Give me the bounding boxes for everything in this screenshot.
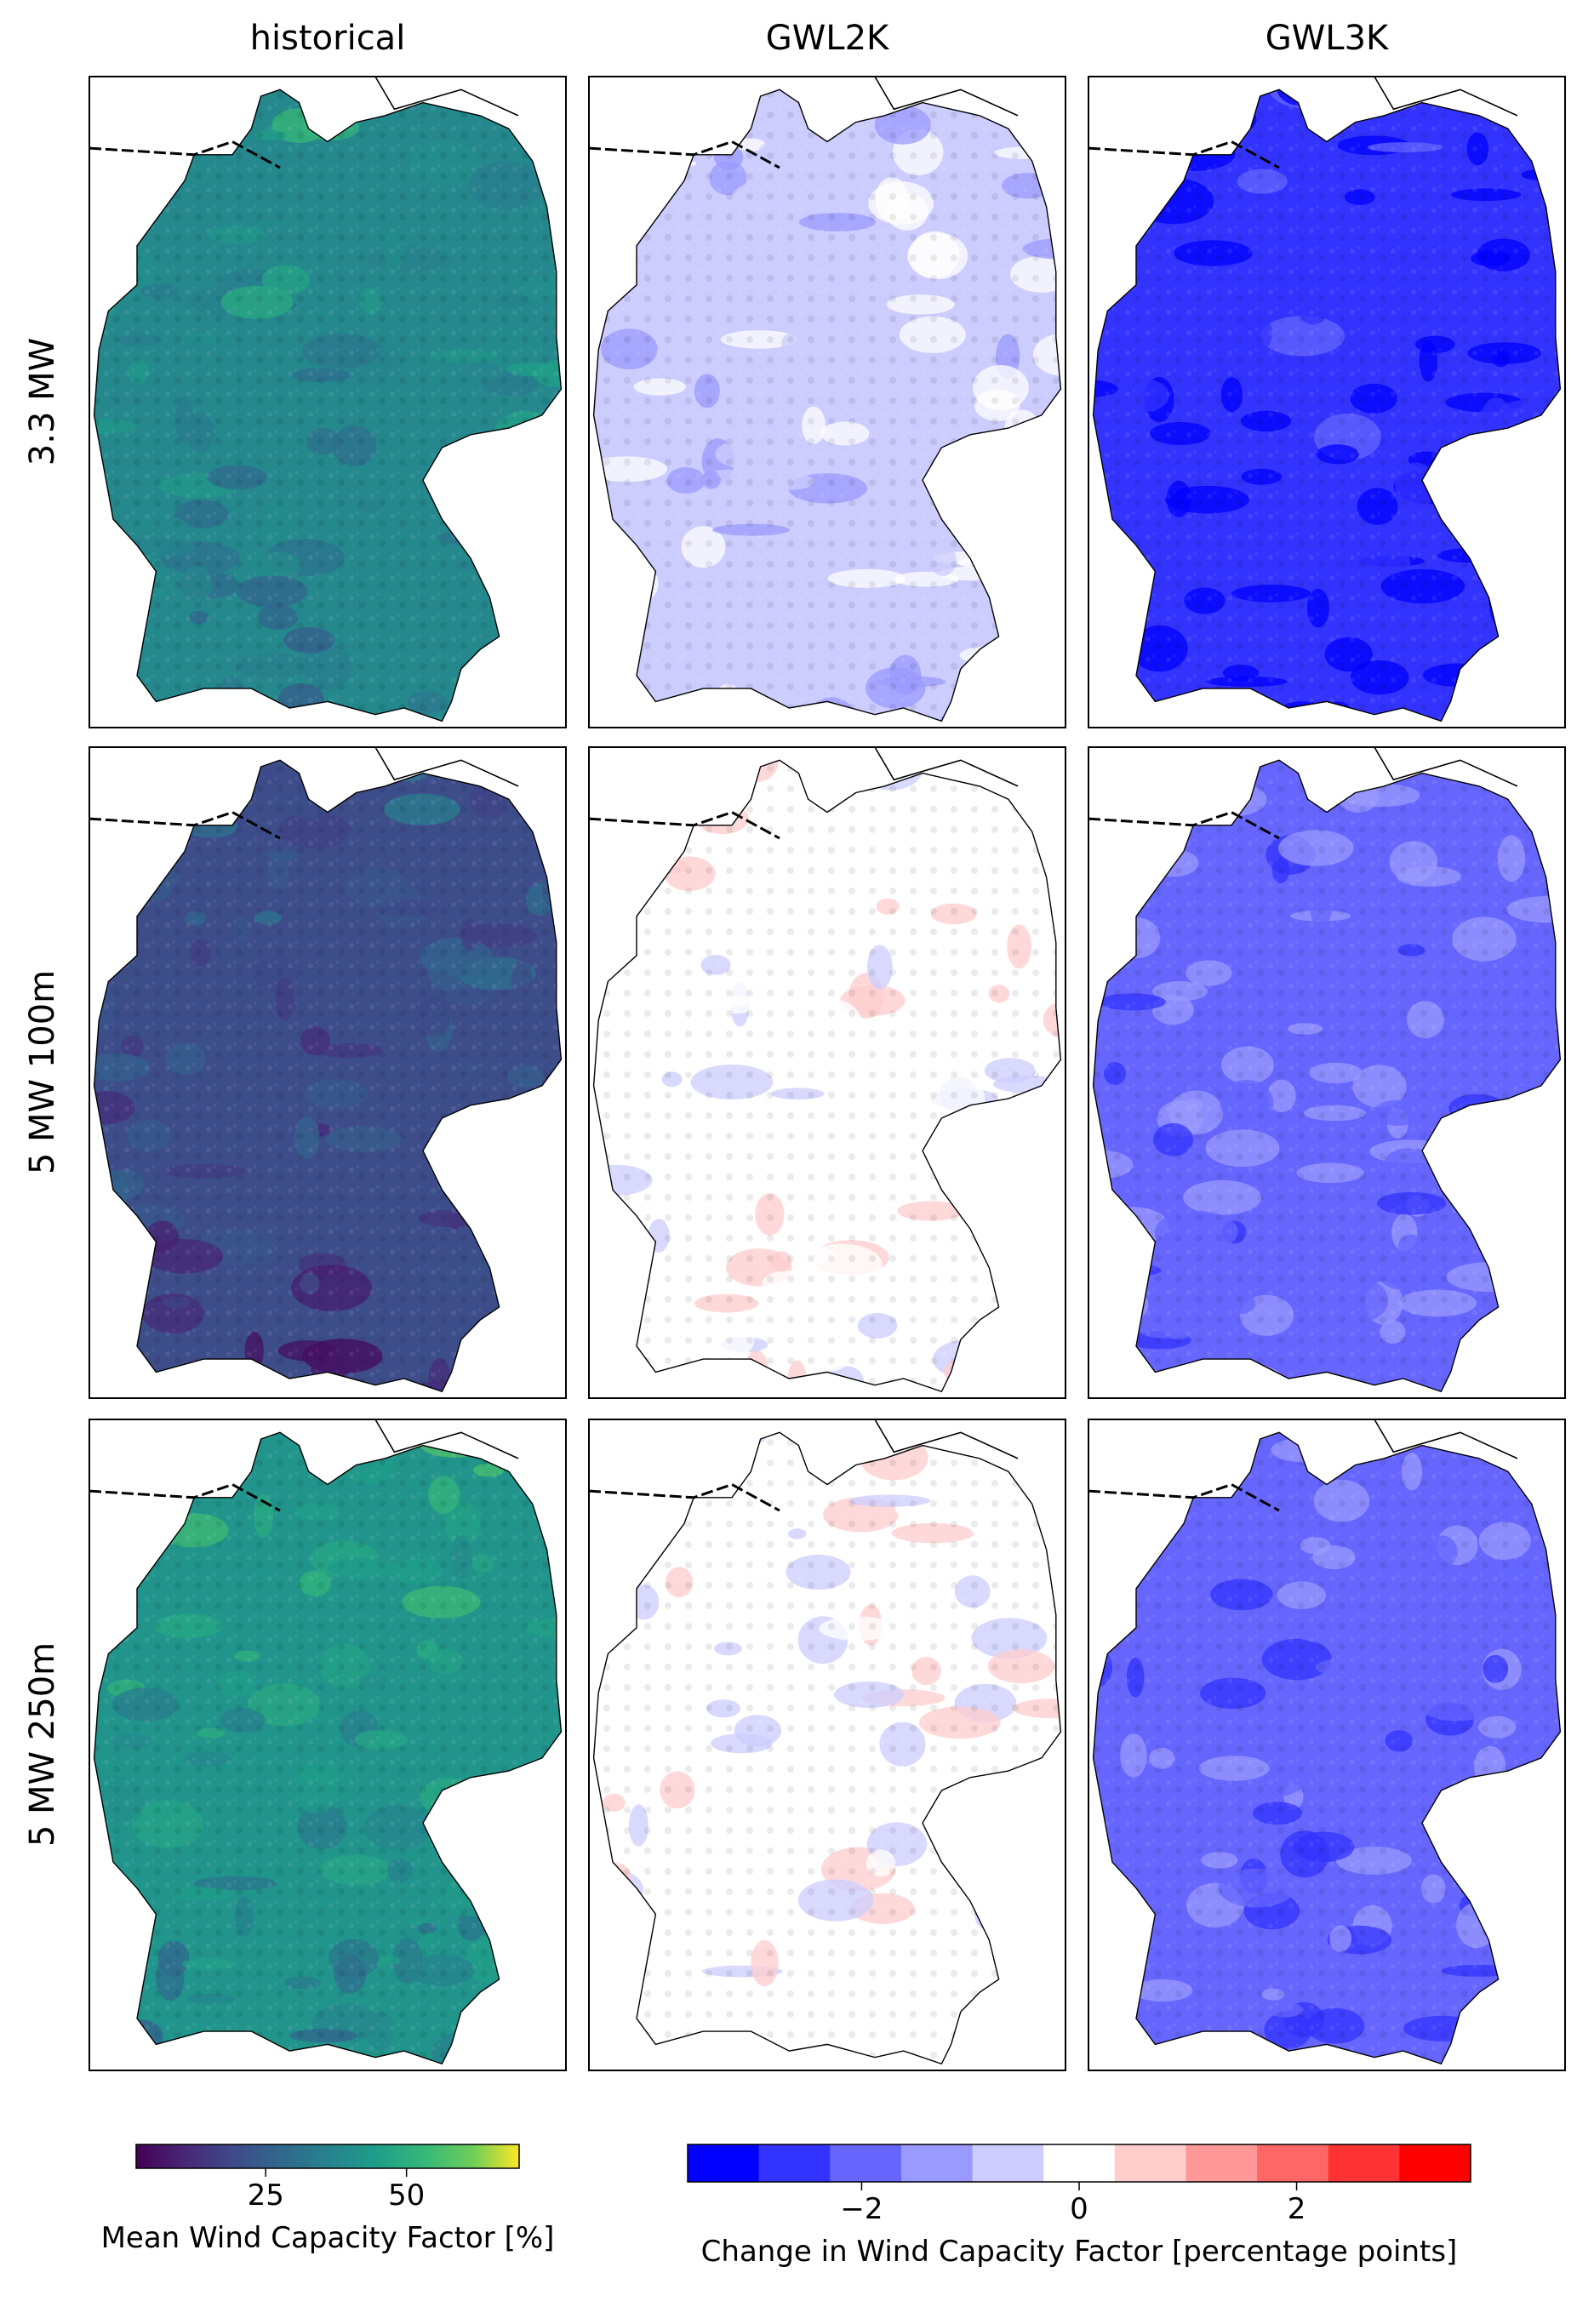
colorbar-bar — [135, 2144, 520, 2169]
colorbar-segment — [972, 2144, 1044, 2182]
map-panel — [1088, 76, 1566, 728]
coastline — [588, 140, 780, 169]
coastline — [89, 140, 281, 169]
coastline — [874, 1419, 1019, 1459]
panel-frame — [1088, 76, 1566, 728]
colorbar-label: Mean Wind Capacity Factor [%] — [100, 2221, 555, 2255]
coastline — [1374, 1419, 1518, 1459]
country-border — [93, 1431, 563, 2065]
colorbar-segment — [900, 2144, 974, 2182]
map-panel — [89, 746, 567, 1399]
panel-frame — [89, 1419, 567, 2071]
colorbar-tick-label: 50 — [388, 2178, 426, 2213]
colorbar-tick-label: 25 — [247, 2178, 284, 2213]
panel-frame — [1088, 746, 1566, 1399]
country-border — [592, 759, 1062, 1393]
column-title: GWL2K — [765, 19, 889, 58]
colorbar-segment — [688, 2144, 760, 2182]
coastline — [374, 76, 519, 117]
map-panel — [588, 1419, 1066, 2071]
coastline — [89, 810, 281, 840]
coastline — [1374, 76, 1518, 117]
column-title: historical — [249, 19, 406, 58]
colorbar-segment — [758, 2144, 831, 2182]
colorbar-tick-label: 0 — [1070, 2192, 1088, 2226]
colorbar-tick-label: 2 — [1287, 2192, 1306, 2226]
colorbar-segment — [1328, 2144, 1400, 2182]
coastline — [874, 746, 1019, 787]
colorbar-tick-label: −2 — [840, 2192, 883, 2226]
map-panel — [89, 76, 567, 728]
coastline — [1088, 1482, 1280, 1512]
colorbar-segment — [1186, 2144, 1258, 2182]
panel-frame — [1088, 1419, 1566, 2071]
map-panel — [1088, 1419, 1566, 2071]
row-label: 5 MW 250m — [23, 1642, 62, 1847]
country-border — [93, 759, 563, 1393]
country-border — [1092, 1431, 1562, 2065]
coastline — [588, 810, 780, 840]
panel-frame — [588, 746, 1066, 1399]
map-panel — [588, 76, 1066, 728]
colorbar-historical — [135, 2144, 520, 2177]
map-panel — [1088, 746, 1566, 1399]
colorbar-segment — [1114, 2144, 1186, 2182]
colorbar-segment — [1399, 2144, 1471, 2182]
map-panel — [89, 1419, 567, 2071]
country-border — [1092, 89, 1562, 722]
colorbar-label: Change in Wind Capacity Factor [percenta… — [700, 2235, 1458, 2269]
colorbar-segment — [830, 2144, 902, 2182]
country-border — [592, 89, 1062, 722]
row-label: 5 MW 100m — [23, 969, 62, 1174]
colorbar-segment — [1257, 2144, 1329, 2182]
coastline — [1088, 140, 1280, 169]
coastline — [874, 76, 1019, 117]
coastline — [1088, 810, 1280, 840]
colorbar-change — [687, 2144, 1471, 2190]
panel-frame — [588, 76, 1066, 728]
coastline — [374, 1419, 519, 1459]
coastline — [1374, 746, 1518, 787]
coastline — [89, 1482, 281, 1512]
panel-frame — [89, 76, 567, 728]
country-border — [93, 89, 563, 722]
colorbar-segment — [1043, 2144, 1116, 2182]
panel-frame — [89, 746, 567, 1399]
country-border — [592, 1431, 1062, 2065]
column-title: GWL3K — [1265, 19, 1389, 58]
coastline — [588, 1482, 780, 1512]
row-label: 3.3 MW — [23, 337, 62, 465]
country-border — [1092, 759, 1562, 1393]
coastline — [374, 746, 519, 787]
panel-frame — [588, 1419, 1066, 2071]
map-panel — [588, 746, 1066, 1399]
